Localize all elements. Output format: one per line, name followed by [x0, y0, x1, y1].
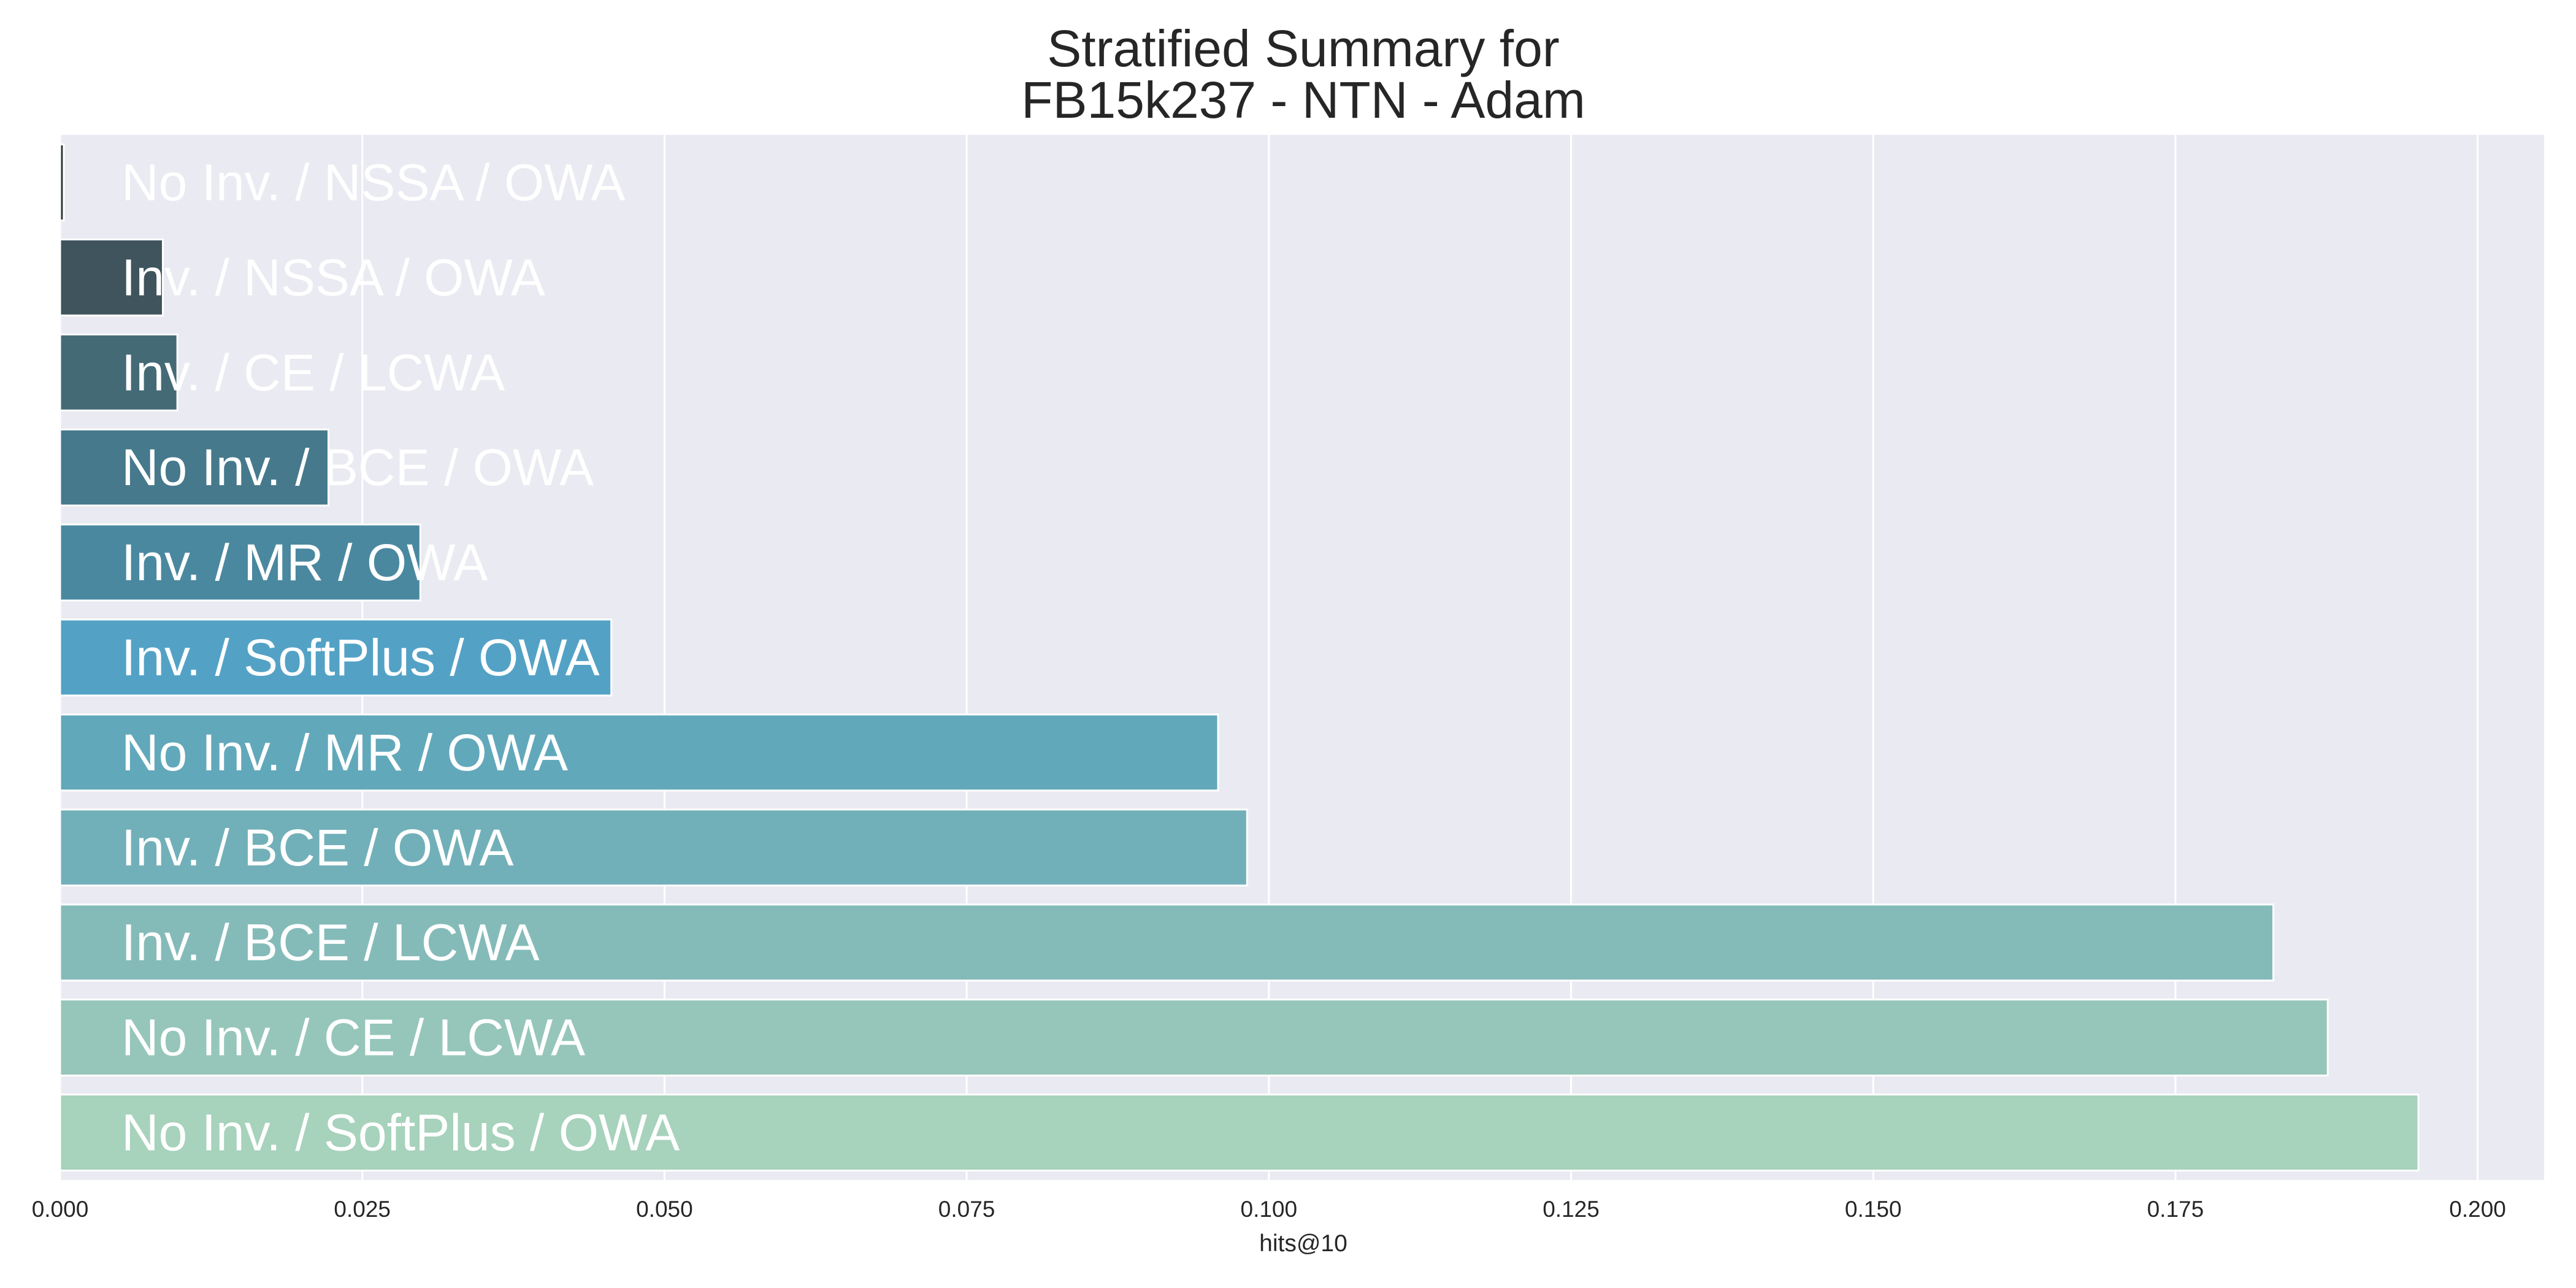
bar [59, 333, 178, 412]
chart-title-line-2: FB15k237 - NTN - Adam [1021, 71, 1585, 129]
bar-label: No Inv. / BCE / OWA [121, 439, 594, 496]
bar-label: No Inv. / NSSA / OWA [121, 153, 626, 211]
bar-label: Inv. / SoftPlus / OWA [121, 629, 600, 686]
bar [59, 713, 1219, 792]
bar [59, 238, 164, 316]
bar [59, 143, 65, 221]
bar-label: Inv. / BCE / OWA [121, 819, 513, 876]
x-axis-label: hits@10 [1259, 1230, 1347, 1257]
x-tick-label: 0.125 [1543, 1197, 1600, 1222]
x-tick-label: 0.050 [636, 1197, 693, 1222]
bar [59, 523, 421, 602]
bar-label: No Inv. / SoftPlus / OWA [121, 1104, 680, 1162]
bar [59, 999, 2329, 1077]
bar [59, 903, 2275, 982]
x-tick-label: 0.200 [2449, 1197, 2506, 1222]
bar-label: No Inv. / CE / LCWA [121, 1009, 585, 1067]
bar-label: Inv. / CE / LCWA [121, 343, 505, 401]
bar-label: No Inv. / MR / OWA [121, 724, 568, 781]
bar-label: Inv. / MR / OWA [121, 534, 488, 591]
bar-label: Inv. / BCE / LCWA [121, 914, 539, 972]
x-tick-label: 0.150 [1845, 1197, 1902, 1222]
bar [59, 428, 330, 507]
bar-label: Inv. / NSSA / OWA [121, 248, 545, 306]
x-axis-ticks: 0.000 0.025 0.050 0.075 0.100 0.125 0.150 0.175… [32, 1197, 2506, 1222]
bar [59, 808, 1248, 887]
x-tick-label: 0.075 [938, 1197, 995, 1222]
x-tick-label: 0.100 [1241, 1197, 1298, 1222]
bar [59, 1094, 2420, 1172]
x-tick-label: 0.025 [334, 1197, 391, 1222]
x-tick-label: 0.175 [2147, 1197, 2204, 1222]
bar [59, 618, 613, 697]
bars: No Inv. / NSSA / OWA Inv. / NSSA / OWA Inv… [59, 143, 2420, 1172]
chart-title-line-1: Stratified Summary for [1047, 20, 1560, 77]
x-tick-label: 0.000 [32, 1197, 89, 1222]
